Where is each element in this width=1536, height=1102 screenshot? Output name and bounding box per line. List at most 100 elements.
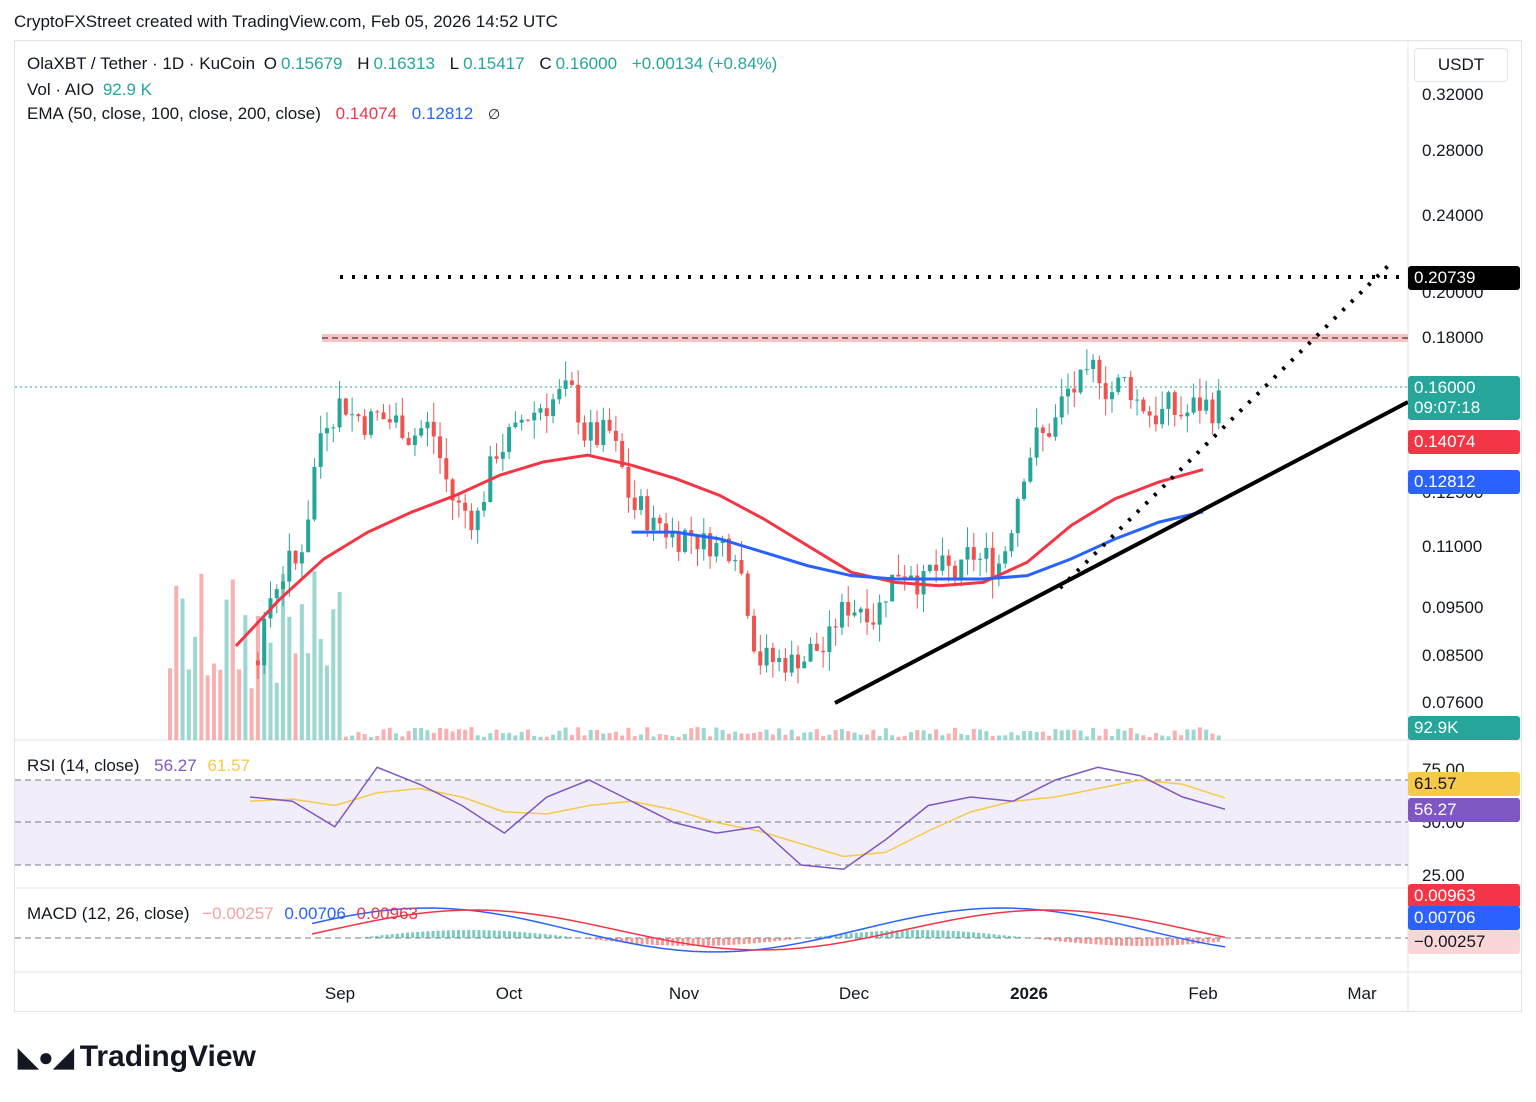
candle-body [1160,408,1165,425]
tradingview-logo[interactable]: ◣●◢ TradingView [18,1040,256,1074]
volume-bar [557,730,562,740]
candle-body [607,419,612,431]
volume-bar [375,735,380,740]
macd-hist-bar [722,938,726,946]
volume-bar [1116,728,1121,740]
macd-hist-bar [640,938,644,945]
macd-hist-bar [1135,938,1139,946]
candle-body [1197,397,1202,411]
macd-hist-bar [482,930,486,938]
volume-bar [714,727,719,740]
candle-body [613,430,618,441]
candle-body [770,647,775,662]
candle-body [438,436,443,459]
currency-button[interactable]: USDT [1414,48,1508,82]
candle-body [1204,399,1209,411]
macd-hist-bar [1074,938,1078,943]
rsi-value: 56.27 [154,756,197,775]
candle-body [525,419,530,421]
candle-body [978,558,983,560]
macd-hist-bar [1038,938,1042,940]
volume-bar [576,727,581,740]
candle-body [588,422,593,441]
candle-body [569,380,574,385]
macd-hist-bar [839,934,843,938]
macd-hist-bar [655,938,659,946]
macd-hist-bar [1114,938,1118,946]
macd-hist-bar [946,930,950,938]
macd-hist-bar [1058,938,1062,942]
ema100-value: 0.12812 [411,104,474,123]
volume-bar [168,668,172,740]
volume-bar [249,688,254,740]
candle-body [645,496,650,531]
macd-hist-bar [1130,938,1134,946]
macd-hist-bar [763,938,766,943]
volume-bar [984,731,989,740]
candle-body [563,380,568,389]
volume-bar [626,727,631,740]
volume-bar [255,615,260,740]
volume-bar [268,642,273,740]
high-value: 0.16313 [373,54,435,73]
rsi-ma-line [249,779,1226,858]
ema50-line [234,453,1204,647]
volume-bar [368,736,373,740]
candle-body [494,456,499,459]
volume-bar [946,733,951,740]
candle-body [664,523,669,538]
volume-bar [1147,736,1152,740]
volume-bar [419,728,424,740]
candle-body [1135,399,1140,401]
macd-hist-bar [798,938,802,939]
volume-bar [1078,730,1083,740]
candle-body [1141,399,1146,412]
volume-bar [1185,729,1190,740]
macd-hist-bar [778,938,782,941]
macd-hist-bar [941,930,945,938]
volume-bar [481,736,486,740]
candle-body [1015,498,1020,534]
candle-body [406,437,411,446]
macd-hist-bar [1176,938,1180,946]
low-value: 0.15417 [463,54,525,73]
candle-body [356,414,361,417]
candle-body [902,576,907,579]
macd-hist-bar [870,931,874,938]
close-value: 0.16000 [555,54,618,73]
volume-bar [281,574,286,740]
volume-bar [1160,735,1165,740]
volume-bar [444,728,449,740]
macd-hist-bar [1211,938,1215,943]
volume-bar [777,728,782,740]
volume-bar [243,615,248,740]
volume-bar [525,729,530,740]
macd-hist-bar [385,934,389,938]
candle-body [431,421,436,437]
macd-hist-bar [548,934,552,938]
macd-hist-bar [905,930,909,938]
signal-tag: 0.00963 [1408,884,1520,908]
volume-bar [795,736,800,740]
candle-body [990,547,995,579]
candle-body [871,622,876,625]
macd-hist-bar [589,938,593,940]
macd-hist-bar [1089,938,1093,945]
macd-hist-bar [742,938,746,945]
macd-hist-bar [793,938,797,940]
macd-hist-bar [472,930,476,938]
volume-bar [758,731,763,740]
time-tick: Feb [1188,984,1218,1003]
symbol-legend: OlaXBT / Tether · 1D · KuCoin O 0.15679 H… [27,54,781,74]
volume-bar [858,734,863,740]
volume-bar [1009,732,1014,740]
candle-body [1191,397,1196,413]
macd-label: MACD (12, 26, close) [27,904,190,923]
volume-bar [1172,730,1177,740]
volume-bar [1091,727,1096,740]
candle-body [1128,377,1133,401]
macd-hist-bar [1094,938,1098,945]
volume-bar [1204,729,1209,740]
candle-body [375,411,380,413]
